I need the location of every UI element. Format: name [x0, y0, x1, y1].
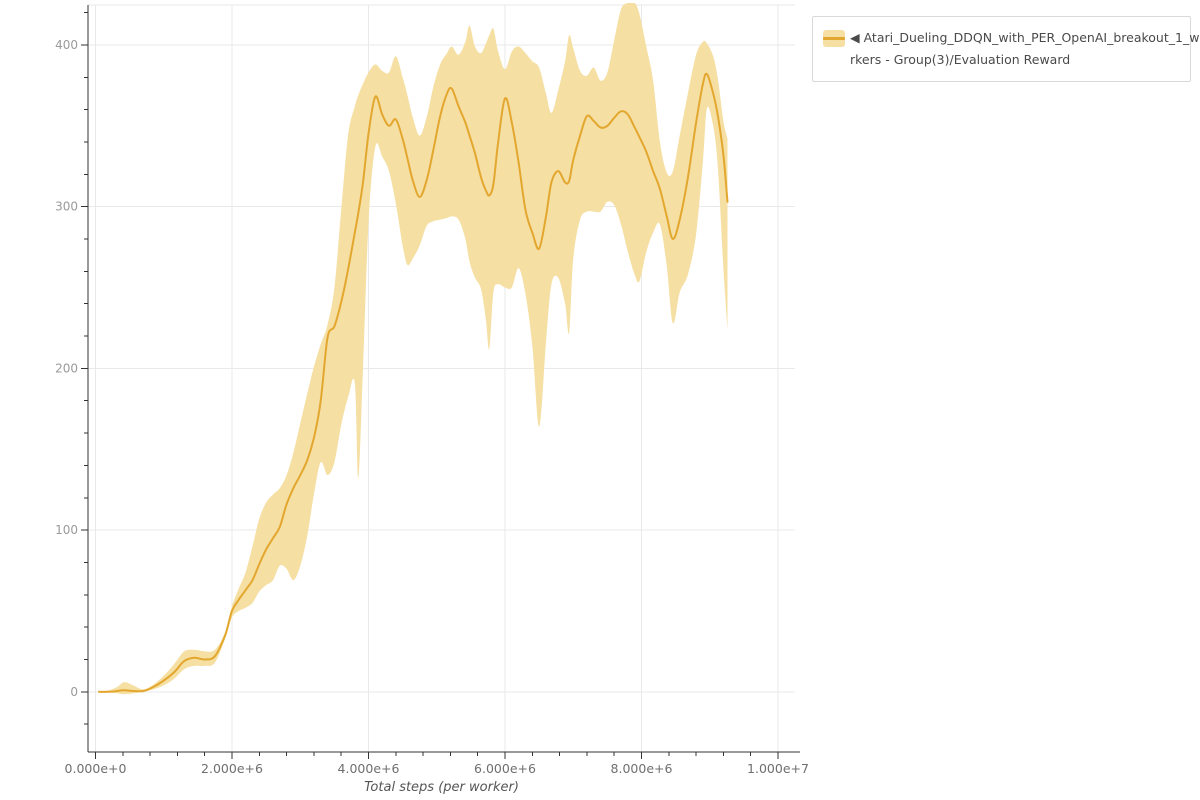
x-tick-label: 6.000e+6: [474, 761, 536, 776]
legend-series-label-line1: ◀ Atari_Dueling_DDQN_with_PER_OpenAI_bre…: [850, 30, 1200, 45]
series-band-swatch-icon: [823, 30, 845, 47]
x-axis-title: Total steps (per worker): [364, 780, 519, 795]
series-line-swatch-icon: [823, 37, 845, 40]
x-tick-label: 2.000e+6: [201, 761, 263, 776]
x-tick-label: 0.000e+0: [65, 761, 127, 776]
y-tick-label: 100: [55, 523, 78, 537]
legend-item[interactable]: ◀ Atari_Dueling_DDQN_with_PER_OpenAI_bre…: [823, 27, 1200, 71]
y-tick-label: 400: [55, 38, 78, 52]
x-tick-label: 4.000e+6: [338, 761, 400, 776]
x-tick-label: 8.000e+6: [611, 761, 673, 776]
legend-series-label-line2: rkers - Group(3)/Evaluation Reward: [850, 52, 1071, 67]
series-group: [97, 3, 729, 695]
axes: [81, 5, 800, 759]
y-tick-label: 0: [70, 685, 78, 699]
mean-reward-line: [97, 72, 729, 693]
x-tick-label: 1.000e+7: [747, 761, 809, 776]
y-tick-label: 200: [55, 361, 78, 375]
confidence-band-area: [98, 3, 728, 695]
y-tick-label: 300: [55, 200, 78, 214]
legend: ◀ Atari_Dueling_DDQN_with_PER_OpenAI_bre…: [812, 16, 1200, 82]
legend-series-label: ◀ Atari_Dueling_DDQN_with_PER_OpenAI_bre…: [850, 27, 1200, 71]
